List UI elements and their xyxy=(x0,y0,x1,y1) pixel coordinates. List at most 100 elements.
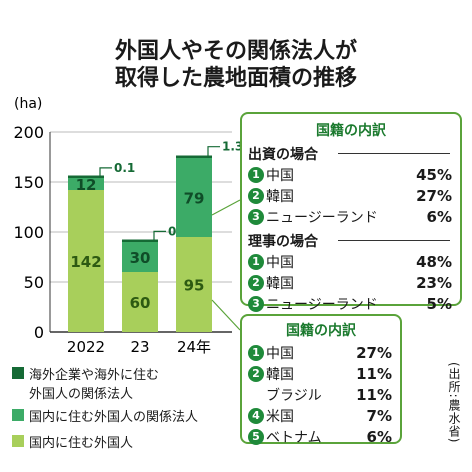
box1-s2-row: 2 韓国 23% xyxy=(242,272,460,293)
country-name: 韓国 xyxy=(266,188,294,205)
bar-23-1 xyxy=(122,242,158,272)
callout-line xyxy=(99,167,112,178)
box2-percent: 11% xyxy=(356,385,392,404)
box1-s2-percent: 23% xyxy=(416,273,452,292)
box2-header: 国籍の内訳 xyxy=(286,323,356,339)
box1-s2-country: 1 中国 xyxy=(248,252,294,272)
box1-s1-percent: 27% xyxy=(416,186,452,205)
box2-row: ブラジル 11% xyxy=(242,384,400,405)
country-name: 韓国 xyxy=(266,366,294,383)
box1-s2-row: 3 ニュージーランド 5% xyxy=(242,293,460,314)
box2-row: 2 韓国 11% xyxy=(242,363,400,384)
bar-23-2 xyxy=(122,239,158,242)
legend-label-dark-1: 海外企業や海外に住む xyxy=(29,368,160,383)
y-tick-label: 100 xyxy=(13,223,44,242)
nationality-box-individuals: 国籍の内訳 1 中国 27% 2 韓国 11% ブラジル 11% 4 米国 7% 5 ベトナム 6% xyxy=(240,314,402,447)
box1-s1-row: 3 ニュージーランド 6% xyxy=(242,206,460,227)
box2-percent: 11% xyxy=(356,364,392,383)
rank-badge: 5 xyxy=(248,428,264,445)
legend-label-mid: 国内に住む外国人の関係法人 xyxy=(29,410,199,425)
legend-label-dark-2: 外国人の関係法人 xyxy=(29,387,134,402)
box1-section-director: 理事の場合 xyxy=(242,231,460,251)
bar-2022-0 xyxy=(68,190,104,332)
callout-line xyxy=(207,146,220,157)
box1-s1-row: 2 韓国 27% xyxy=(242,185,460,206)
x-tick-label: 2022 xyxy=(67,338,105,356)
data-label-bottom: 60 xyxy=(130,294,151,312)
title-line-1: 外国人やその関係法人が xyxy=(114,39,357,64)
title-line-2: 取得した農地面積の推移 xyxy=(114,66,357,91)
data-label-bottom: 95 xyxy=(184,277,205,295)
rank-badge: 1 xyxy=(248,166,264,183)
data-label-middle: 30 xyxy=(130,249,151,267)
box1-s2-percent: 5% xyxy=(426,294,452,313)
y-axis-label: (ha) xyxy=(14,96,42,112)
box2-percent: 7% xyxy=(366,406,392,425)
legend-item-domestic-corp: 国内に住む外国人の関係法人 xyxy=(12,406,198,425)
country-name: 米国 xyxy=(266,408,294,425)
rank-badge: 3 xyxy=(248,295,264,312)
country-name: 中国 xyxy=(266,167,294,184)
y-tick-label: 0 xyxy=(34,323,44,342)
rank-badge: 1 xyxy=(248,344,264,361)
rank-badge: 2 xyxy=(248,187,264,204)
connector-line-2 xyxy=(211,299,241,331)
bar-2022-2 xyxy=(68,175,104,178)
data-label-top: 1.3 xyxy=(222,140,243,154)
legend-label-light: 国内に住む外国人 xyxy=(29,436,134,451)
nationality-box-corporations: 国籍の内訳 出資の場合 1 中国 45% 2 韓国 27% 3 ニュージーランド 6% 理事の場… xyxy=(240,112,462,313)
box2-country: 2 韓国 xyxy=(248,364,294,384)
bar-24年-0 xyxy=(176,237,212,332)
source-note: (出所:農水省) xyxy=(447,362,461,444)
box1-section-investment: 出資の場合 xyxy=(242,144,460,164)
data-label-top: 0.1 xyxy=(114,161,135,175)
box2-percent: 27% xyxy=(356,343,392,362)
x-tick-label: 24年 xyxy=(177,338,211,356)
rank-badge: 2 xyxy=(248,365,264,382)
country-name: ニュージーランド xyxy=(266,296,378,313)
country-name: ニュージーランド xyxy=(266,209,378,226)
box1-s2-row: 1 中国 48% xyxy=(242,251,460,272)
box2-country: 1 中国 xyxy=(248,343,294,363)
legend-item-domestic-person: 国内に住む外国人 xyxy=(12,432,133,451)
legend-swatch-mid xyxy=(12,409,24,421)
box1-s1-country: 1 中国 xyxy=(248,165,294,185)
box1-s1-row: 1 中国 45% xyxy=(242,164,460,185)
box2-country: 4 米国 xyxy=(248,406,294,426)
data-label-middle: 12 xyxy=(76,176,97,194)
country-name: 韓国 xyxy=(266,275,294,292)
callout-line xyxy=(153,230,166,242)
rank-badge: 1 xyxy=(248,253,264,270)
box2-country: 5 ベトナム xyxy=(248,427,322,447)
legend-item-overseas: 海外企業や海外に住む 外国人の関係法人 xyxy=(12,364,159,402)
box1-s2-country: 3 ニュージーランド xyxy=(248,294,378,314)
data-label-middle: 79 xyxy=(184,190,205,208)
chart-title: 外国人やその関係法人が 取得した農地面積の推移 xyxy=(0,38,472,92)
rank-badge: 4 xyxy=(248,407,264,424)
x-tick-label: 23 xyxy=(130,338,149,356)
box2-list: 1 中国 27% 2 韓国 11% ブラジル 11% 4 米国 7% 5 ベトナム 6% xyxy=(242,342,400,447)
data-label-bottom: 142 xyxy=(70,253,101,271)
bar-2022-1 xyxy=(68,178,104,190)
box1-s1-percent: 45% xyxy=(416,165,452,184)
y-tick-label: 200 xyxy=(13,123,44,142)
box1-s1-country: 2 韓国 xyxy=(248,186,294,206)
country-name: ブラジル xyxy=(266,387,322,404)
box2-row: 4 米国 7% xyxy=(242,405,400,426)
bar-24年-1 xyxy=(176,158,212,237)
rank-badge: 3 xyxy=(248,208,264,225)
box1-section2-list: 1 中国 48% 2 韓国 23% 3 ニュージーランド 5% xyxy=(242,251,460,314)
country-name: 中国 xyxy=(266,345,294,362)
country-name: ベトナム xyxy=(266,429,322,446)
bar-24年-2 xyxy=(176,155,212,158)
box1-s1-percent: 6% xyxy=(426,207,452,226)
box1-s1-country: 3 ニュージーランド xyxy=(248,207,378,227)
box1-s2-percent: 48% xyxy=(416,252,452,271)
box1-s2-country: 2 韓国 xyxy=(248,273,294,293)
y-tick-label: 150 xyxy=(13,173,44,192)
box1-header: 国籍の内訳 xyxy=(316,123,386,139)
box2-percent: 6% xyxy=(366,427,392,446)
connector-line-1 xyxy=(211,199,241,216)
y-tick-label: 50 xyxy=(24,273,44,292)
